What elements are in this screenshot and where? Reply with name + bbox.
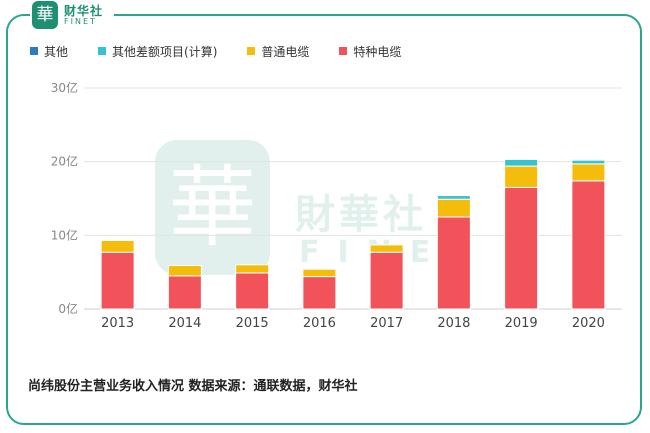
bar-segment [235, 272, 270, 310]
bar-segment [436, 198, 471, 218]
bar-segment [302, 268, 337, 278]
x-tick-label: 2013 [101, 316, 134, 331]
y-tick-label: 10亿 [51, 227, 78, 242]
chart-caption: 尚纬股份主营业务收入情况 数据来源：通联数据，财华社 [28, 379, 358, 394]
y-tick-label: 20亿 [51, 154, 78, 169]
bar-segment [571, 180, 606, 310]
legend-swatch-ordinary-cable [247, 47, 256, 55]
bar-segment [302, 276, 337, 310]
x-tick-label: 2015 [236, 316, 269, 331]
x-tick-label: 2020 [572, 316, 605, 331]
bar-segment [571, 159, 606, 165]
legend-label-special-cable: 特种电缆 [353, 44, 402, 59]
watermark-seal-icon: 華 [155, 140, 270, 275]
legend-label-ordinary-cable: 普通电缆 [261, 44, 310, 59]
legend-swatch-other [30, 47, 38, 55]
finet-logo: 華 财华社 FINET [30, 1, 114, 31]
x-tick-label: 2017 [370, 316, 403, 331]
bar-segment [100, 251, 135, 310]
figure-frame [6, 14, 642, 425]
bar-segment [504, 186, 539, 310]
bar-segment [369, 251, 404, 310]
bar-segment [235, 264, 270, 274]
bar-segment [504, 165, 539, 188]
bar-segment [167, 265, 202, 277]
chart-legend: 其他 其他差额项目(计算) 普通电缆 特种电缆 [30, 42, 431, 60]
y-tick-label: 0亿 [58, 301, 78, 316]
x-tick-label: 2014 [168, 316, 201, 331]
x-tick-label: 2018 [437, 316, 470, 331]
logo-seal-icon: 華 [32, 1, 58, 29]
logo-name-cn: 财华社 [64, 4, 104, 18]
legend-label-other-diff: 其他差额项目(计算) [112, 44, 218, 59]
legend-swatch-special-cable [339, 47, 348, 55]
x-tick-label: 2019 [505, 316, 538, 331]
bar-segment [100, 239, 135, 253]
legend-item-ordinary-cable[interactable]: 普通电缆 [247, 43, 309, 60]
x-tick-label: 2016 [303, 316, 336, 331]
bar-segment [436, 195, 471, 200]
legend-swatch-other-diff [98, 47, 107, 55]
legend-item-other[interactable]: 其他 [30, 43, 68, 60]
bar-segment [504, 158, 539, 167]
watermark-name-cn: 財華社 [295, 192, 427, 238]
bar-segment [369, 244, 404, 253]
logo-name-en: FINET [64, 17, 97, 26]
legend-label-other: 其他 [44, 44, 69, 59]
bar-segment [436, 216, 471, 310]
legend-item-other-diff[interactable]: 其他差额项目(计算) [98, 43, 217, 60]
legend-item-special-cable[interactable]: 特种电缆 [339, 43, 401, 60]
y-tick-label: 30亿 [51, 80, 78, 95]
bar-segment [167, 275, 202, 310]
bar-segment [571, 163, 606, 182]
